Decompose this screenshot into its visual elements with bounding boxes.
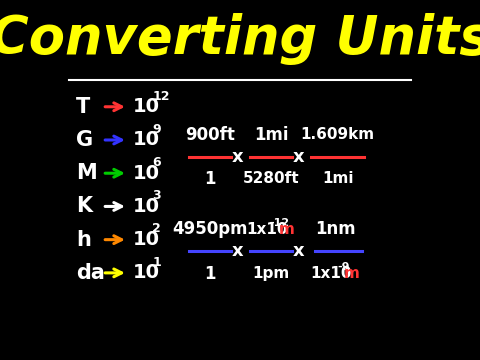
Text: 6: 6 (152, 156, 161, 169)
Text: h: h (76, 230, 91, 249)
Text: m: m (344, 266, 360, 281)
Text: 3: 3 (152, 189, 161, 202)
Text: K: K (76, 197, 92, 216)
Text: 5280ft: 5280ft (243, 171, 300, 186)
Text: x: x (293, 148, 304, 166)
Text: 1mi: 1mi (254, 126, 288, 144)
Text: 10: 10 (132, 197, 160, 216)
Text: 1.609km: 1.609km (300, 127, 374, 142)
Text: T: T (76, 97, 90, 117)
Text: 1x10: 1x10 (246, 222, 288, 237)
Text: da: da (76, 263, 105, 283)
Text: 10: 10 (132, 264, 160, 282)
Text: 1nm: 1nm (315, 220, 356, 238)
Text: 10: 10 (132, 230, 160, 249)
Text: 12: 12 (152, 90, 170, 103)
Text: G: G (76, 130, 93, 150)
Text: 2: 2 (152, 222, 161, 235)
Text: 1: 1 (204, 170, 216, 188)
Text: 9: 9 (152, 123, 161, 136)
Text: -12: -12 (270, 218, 290, 228)
Text: M: M (76, 163, 97, 183)
Text: 1x10: 1x10 (311, 266, 352, 281)
Text: -9: -9 (337, 262, 350, 272)
Text: x: x (231, 242, 243, 260)
Text: 1: 1 (152, 256, 161, 269)
Text: x: x (231, 148, 243, 166)
Text: m: m (279, 222, 295, 237)
Text: 4950pm: 4950pm (173, 220, 248, 238)
Text: 1pm: 1pm (253, 266, 290, 281)
Text: 900ft: 900ft (185, 126, 235, 144)
Text: Converting Units: Converting Units (0, 13, 480, 65)
Text: 1mi: 1mi (322, 171, 353, 186)
Text: 10: 10 (132, 164, 160, 183)
Text: 10: 10 (132, 97, 160, 116)
Text: 1: 1 (204, 265, 216, 283)
Text: x: x (293, 242, 304, 260)
Text: 10: 10 (132, 130, 160, 149)
